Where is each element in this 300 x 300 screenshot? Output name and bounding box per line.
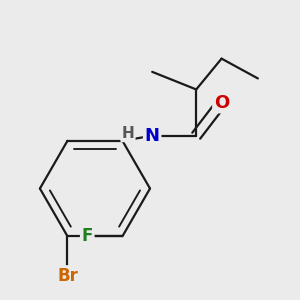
Text: O: O [214,94,229,112]
Text: Br: Br [57,267,78,285]
Text: H: H [122,126,134,141]
Text: F: F [82,227,93,245]
Text: N: N [145,127,160,145]
